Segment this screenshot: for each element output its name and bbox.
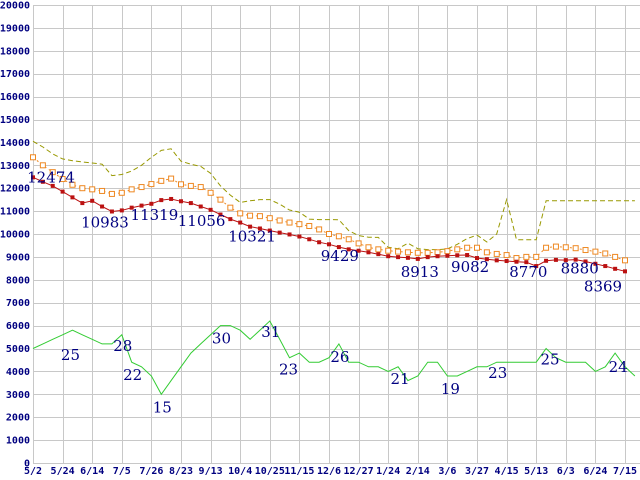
svg-text:14000: 14000	[0, 138, 30, 149]
svg-text:28: 28	[113, 337, 132, 355]
svg-text:9429: 9429	[321, 247, 359, 265]
svg-text:2000: 2000	[6, 413, 30, 424]
svg-text:4000: 4000	[6, 367, 30, 378]
svg-text:12000: 12000	[0, 184, 30, 195]
svg-text:8/23: 8/23	[169, 466, 193, 477]
svg-text:12/6: 12/6	[317, 466, 341, 477]
svg-text:10321: 10321	[228, 228, 276, 246]
svg-text:23: 23	[279, 361, 298, 379]
svg-text:10/25: 10/25	[255, 466, 285, 477]
svg-text:30: 30	[212, 330, 231, 348]
svg-text:8880: 8880	[561, 260, 599, 278]
svg-text:8000: 8000	[6, 275, 30, 286]
svg-text:25: 25	[61, 346, 80, 364]
svg-text:9082: 9082	[451, 258, 489, 276]
svg-text:9000: 9000	[6, 252, 30, 263]
svg-text:12474: 12474	[27, 168, 75, 186]
svg-text:3000: 3000	[6, 390, 30, 401]
svg-text:8369: 8369	[584, 277, 622, 295]
svg-text:24: 24	[609, 358, 628, 376]
svg-text:15: 15	[153, 398, 172, 416]
svg-text:22: 22	[123, 366, 142, 384]
svg-text:5000: 5000	[6, 344, 30, 355]
svg-text:25: 25	[541, 351, 560, 369]
svg-text:6/24: 6/24	[583, 466, 607, 477]
svg-text:21: 21	[391, 370, 410, 388]
svg-text:19000: 19000	[0, 23, 30, 34]
svg-text:10983: 10983	[81, 213, 129, 231]
svg-text:5/24: 5/24	[51, 466, 75, 477]
svg-text:23: 23	[488, 364, 507, 382]
svg-text:10/4: 10/4	[228, 466, 252, 477]
svg-text:11319: 11319	[131, 206, 179, 224]
svg-text:20000: 20000	[0, 1, 30, 12]
svg-text:7000: 7000	[6, 298, 30, 309]
svg-text:10000: 10000	[0, 230, 30, 241]
svg-text:8913: 8913	[401, 263, 439, 281]
svg-text:3/27: 3/27	[465, 466, 489, 477]
svg-text:12/27: 12/27	[344, 466, 374, 477]
svg-text:15000: 15000	[0, 115, 30, 126]
svg-text:4/15: 4/15	[495, 466, 519, 477]
svg-text:0: 0	[24, 459, 30, 470]
svg-text:18000: 18000	[0, 46, 30, 57]
svg-text:9/13: 9/13	[199, 466, 223, 477]
svg-text:6/14: 6/14	[80, 466, 104, 477]
svg-text:5/13: 5/13	[524, 466, 548, 477]
svg-text:26: 26	[330, 348, 349, 366]
svg-text:7/15: 7/15	[613, 466, 637, 477]
svg-text:1000: 1000	[6, 436, 30, 447]
svg-text:31: 31	[261, 323, 280, 341]
svg-text:19: 19	[441, 380, 460, 398]
svg-text:6/3: 6/3	[557, 466, 575, 477]
svg-text:17000: 17000	[0, 69, 30, 80]
svg-text:13000: 13000	[0, 161, 30, 172]
svg-text:11/15: 11/15	[284, 466, 314, 477]
svg-text:2/14: 2/14	[406, 466, 430, 477]
svg-text:16000: 16000	[0, 92, 30, 103]
svg-text:3/6: 3/6	[438, 466, 456, 477]
svg-text:8770: 8770	[509, 263, 547, 281]
svg-text:11056: 11056	[178, 212, 226, 230]
svg-text:7/5: 7/5	[113, 466, 131, 477]
svg-text:7/26: 7/26	[139, 466, 163, 477]
svg-text:1/24: 1/24	[376, 466, 400, 477]
svg-text:5/2: 5/2	[24, 466, 42, 477]
svg-text:6000: 6000	[6, 321, 30, 332]
svg-text:11000: 11000	[0, 207, 30, 218]
